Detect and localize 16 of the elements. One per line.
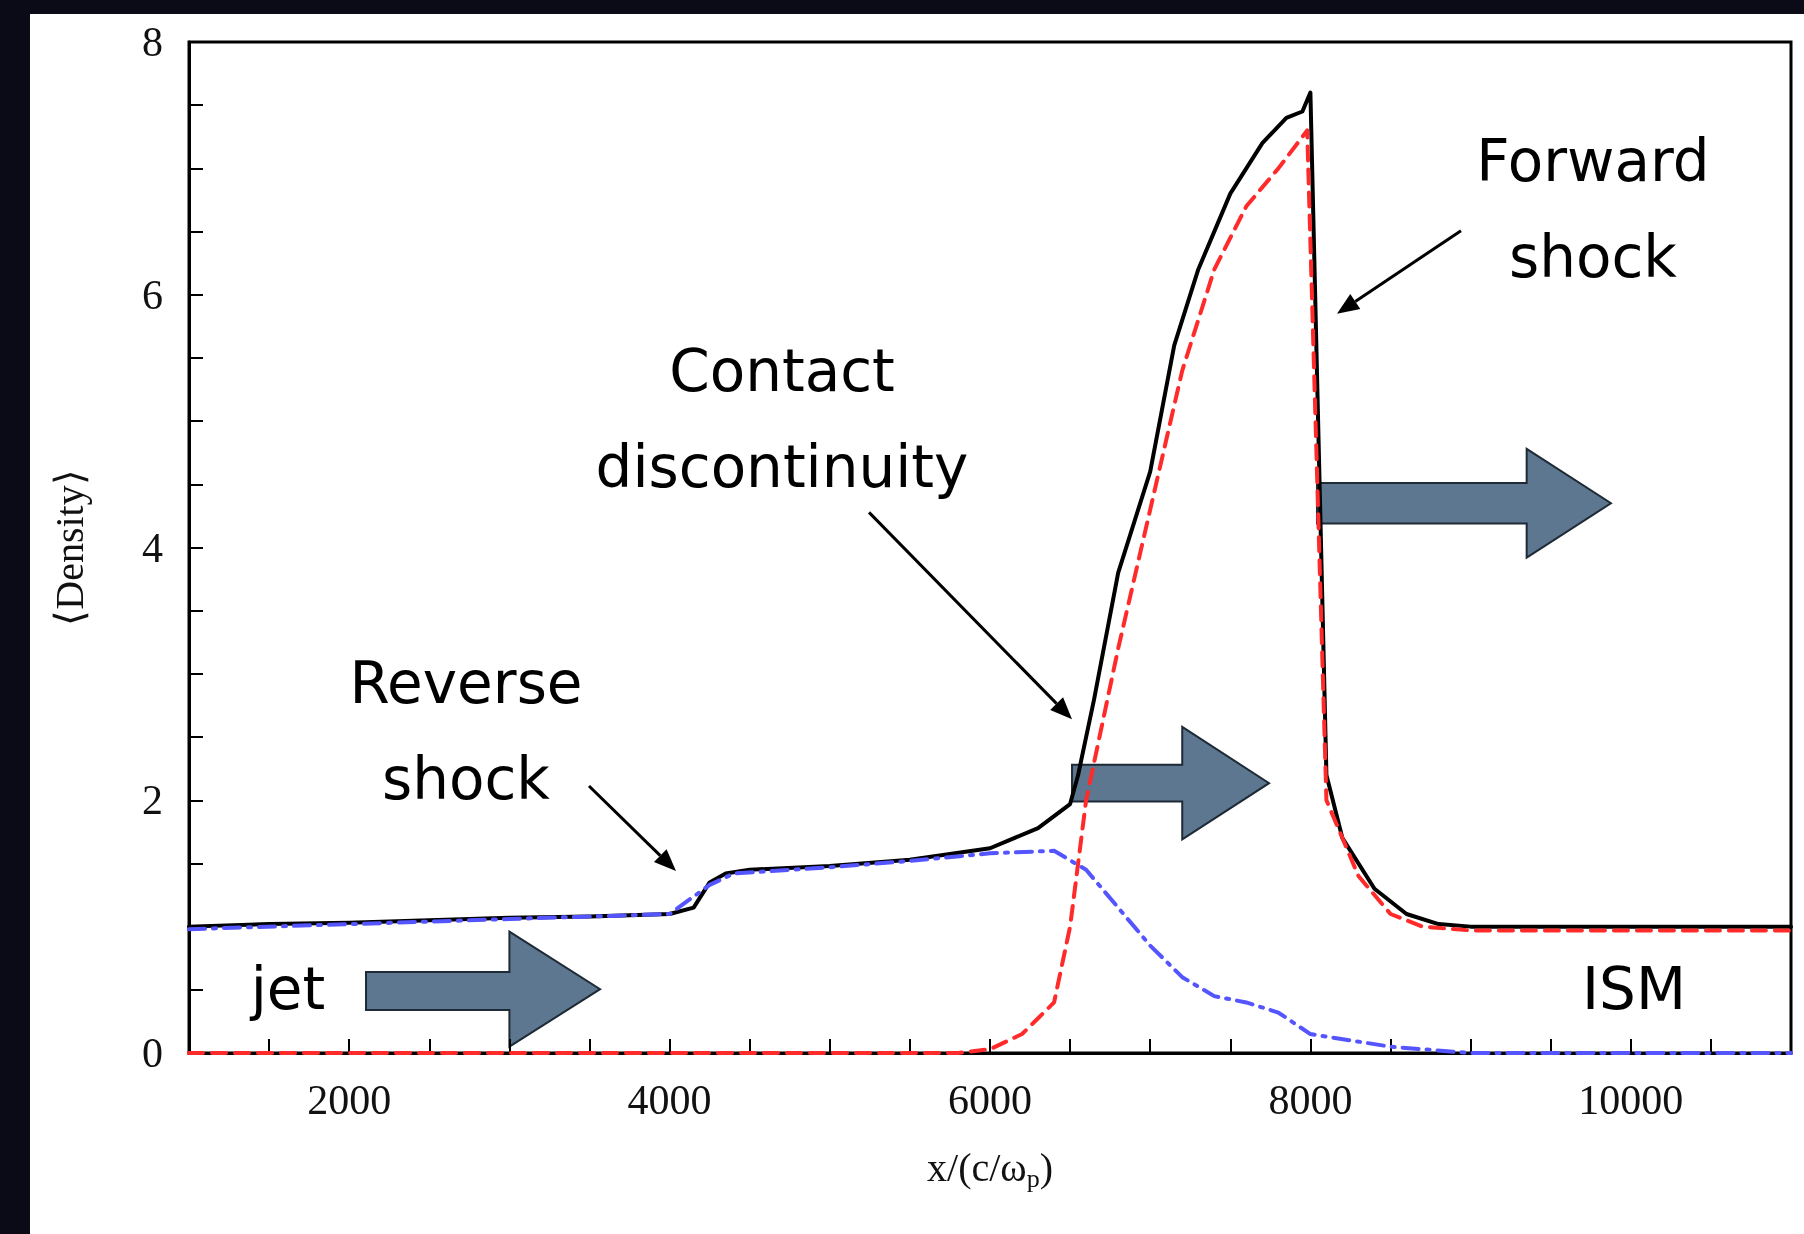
- x-tick-label: 6000: [948, 1077, 1032, 1123]
- y-tick-label: 8: [142, 19, 163, 65]
- y-tick-label: 6: [142, 271, 163, 318]
- x-tick-label: 4000: [627, 1077, 712, 1123]
- annotation: Forward shock: [1475, 125, 1711, 293]
- y-tick-label: 4: [142, 524, 163, 571]
- x-tick-label: 2000: [307, 1077, 392, 1123]
- annotation: jet: [248, 953, 327, 1025]
- y-tick-label: 0: [142, 1030, 163, 1076]
- annotation: Reverse shock: [348, 648, 584, 815]
- y-axis-title: ⟨Density⟩: [46, 469, 92, 626]
- annotation: ISM: [1581, 953, 1687, 1025]
- annotation: Contact discontinuity: [594, 336, 970, 504]
- y-tick-label: 2: [142, 777, 163, 824]
- x-tick-label: 8000: [1268, 1077, 1353, 1123]
- x-tick-label: 10000: [1578, 1077, 1684, 1123]
